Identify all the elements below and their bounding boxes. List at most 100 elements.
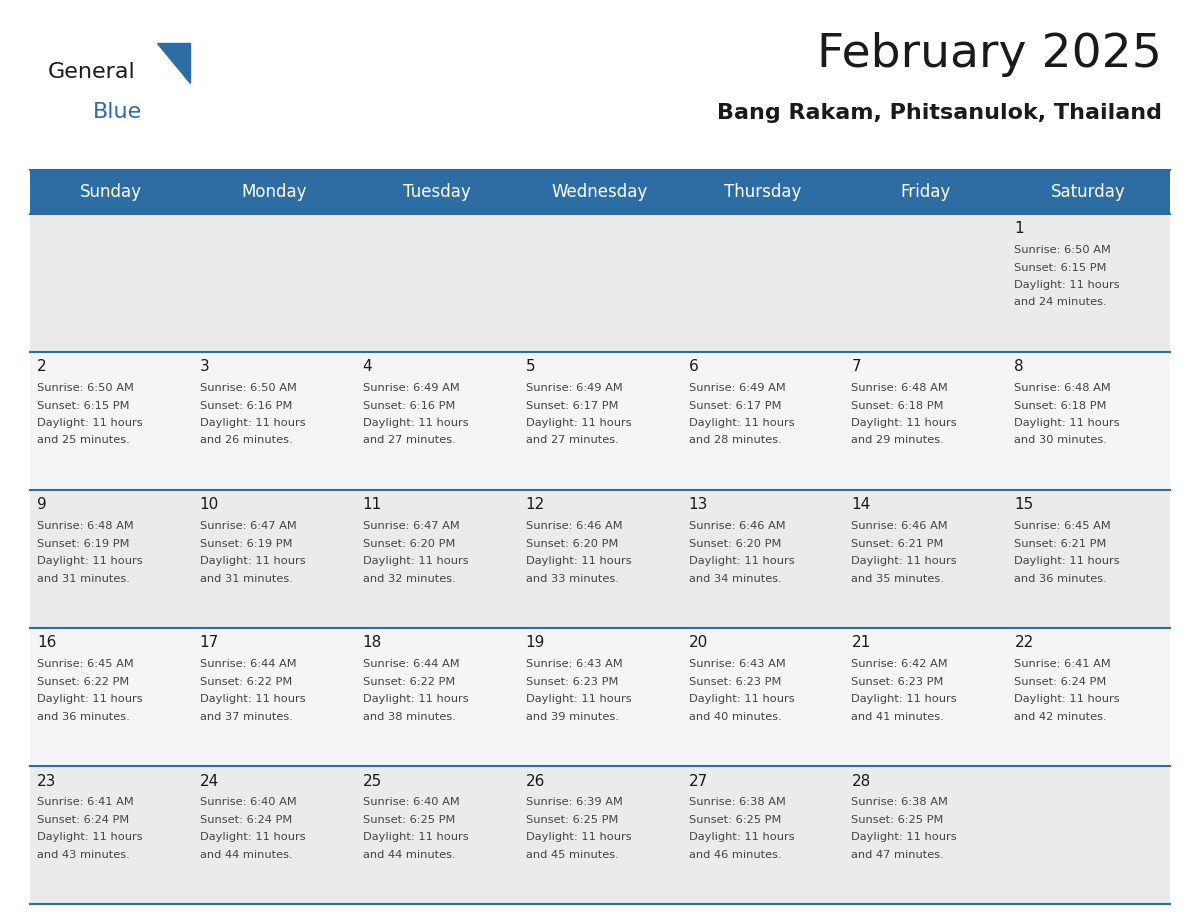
Text: Daylight: 11 hours: Daylight: 11 hours — [852, 418, 958, 428]
Bar — [355, 767, 518, 904]
Text: Daylight: 11 hours: Daylight: 11 hours — [852, 556, 958, 566]
Text: and 45 minutes.: and 45 minutes. — [525, 850, 619, 859]
Bar — [682, 352, 845, 490]
Text: and 27 minutes.: and 27 minutes. — [362, 435, 455, 445]
Text: and 44 minutes.: and 44 minutes. — [200, 850, 292, 859]
Text: Wednesday: Wednesday — [551, 183, 649, 201]
Text: Daylight: 11 hours: Daylight: 11 hours — [200, 418, 305, 428]
Bar — [518, 767, 682, 904]
Text: Sunset: 6:25 PM: Sunset: 6:25 PM — [852, 815, 943, 824]
Text: 12: 12 — [525, 498, 545, 512]
Text: Sunrise: 6:46 AM: Sunrise: 6:46 AM — [852, 521, 948, 532]
Text: Sunrise: 6:45 AM: Sunrise: 6:45 AM — [1015, 521, 1111, 532]
Text: Sunset: 6:24 PM: Sunset: 6:24 PM — [37, 815, 129, 824]
Text: Blue: Blue — [93, 102, 141, 121]
Text: and 42 minutes.: and 42 minutes. — [1015, 711, 1107, 722]
Text: and 27 minutes.: and 27 minutes. — [525, 435, 619, 445]
Text: 15: 15 — [1015, 498, 1034, 512]
Text: Sunset: 6:21 PM: Sunset: 6:21 PM — [1015, 539, 1107, 549]
Bar — [518, 214, 682, 352]
Text: Sunset: 6:17 PM: Sunset: 6:17 PM — [525, 400, 618, 410]
Text: Daylight: 11 hours: Daylight: 11 hours — [689, 556, 794, 566]
Text: Sunset: 6:21 PM: Sunset: 6:21 PM — [852, 539, 943, 549]
Text: 21: 21 — [852, 635, 871, 651]
Bar — [192, 628, 355, 767]
Text: Tuesday: Tuesday — [403, 183, 470, 201]
Text: and 36 minutes.: and 36 minutes. — [1015, 574, 1107, 584]
Text: Sunset: 6:17 PM: Sunset: 6:17 PM — [689, 400, 781, 410]
Text: Daylight: 11 hours: Daylight: 11 hours — [852, 694, 958, 704]
Text: Sunset: 6:20 PM: Sunset: 6:20 PM — [689, 539, 781, 549]
Text: 26: 26 — [525, 774, 545, 789]
Bar — [30, 767, 192, 904]
Bar — [355, 490, 518, 628]
Text: Daylight: 11 hours: Daylight: 11 hours — [525, 694, 631, 704]
Text: 24: 24 — [200, 774, 219, 789]
Text: Daylight: 11 hours: Daylight: 11 hours — [852, 833, 958, 842]
Bar — [845, 352, 1007, 490]
Text: 22: 22 — [1015, 635, 1034, 651]
Bar — [682, 767, 845, 904]
Text: Daylight: 11 hours: Daylight: 11 hours — [200, 694, 305, 704]
Text: Sunrise: 6:50 AM: Sunrise: 6:50 AM — [37, 383, 134, 393]
Text: and 29 minutes.: and 29 minutes. — [852, 435, 944, 445]
Bar — [355, 214, 518, 352]
Text: Daylight: 11 hours: Daylight: 11 hours — [200, 833, 305, 842]
Text: Sunset: 6:19 PM: Sunset: 6:19 PM — [200, 539, 292, 549]
Text: and 25 minutes.: and 25 minutes. — [37, 435, 129, 445]
Bar — [1007, 214, 1170, 352]
Text: Daylight: 11 hours: Daylight: 11 hours — [362, 833, 468, 842]
Text: Monday: Monday — [241, 183, 307, 201]
Bar — [682, 490, 845, 628]
Bar — [1007, 170, 1170, 214]
Bar — [518, 170, 682, 214]
Text: 23: 23 — [37, 774, 56, 789]
Text: Sunrise: 6:50 AM: Sunrise: 6:50 AM — [1015, 245, 1111, 255]
Text: 18: 18 — [362, 635, 381, 651]
Text: Daylight: 11 hours: Daylight: 11 hours — [525, 556, 631, 566]
Text: and 28 minutes.: and 28 minutes. — [689, 435, 782, 445]
Bar — [518, 490, 682, 628]
Text: Daylight: 11 hours: Daylight: 11 hours — [1015, 694, 1120, 704]
Text: Sunrise: 6:48 AM: Sunrise: 6:48 AM — [852, 383, 948, 393]
Text: Sunrise: 6:43 AM: Sunrise: 6:43 AM — [525, 659, 623, 669]
Text: Daylight: 11 hours: Daylight: 11 hours — [525, 418, 631, 428]
Text: 5: 5 — [525, 359, 536, 375]
Text: and 40 minutes.: and 40 minutes. — [689, 711, 782, 722]
Bar — [845, 214, 1007, 352]
Text: Sunset: 6:25 PM: Sunset: 6:25 PM — [362, 815, 455, 824]
Text: and 41 minutes.: and 41 minutes. — [852, 711, 944, 722]
Text: 27: 27 — [689, 774, 708, 789]
Bar — [845, 170, 1007, 214]
Text: and 35 minutes.: and 35 minutes. — [852, 574, 944, 584]
Text: Daylight: 11 hours: Daylight: 11 hours — [689, 418, 794, 428]
Text: General: General — [48, 62, 135, 82]
Text: Daylight: 11 hours: Daylight: 11 hours — [362, 694, 468, 704]
Text: Sunrise: 6:40 AM: Sunrise: 6:40 AM — [362, 798, 460, 807]
Text: Sunrise: 6:46 AM: Sunrise: 6:46 AM — [525, 521, 623, 532]
Text: Daylight: 11 hours: Daylight: 11 hours — [1015, 556, 1120, 566]
Text: Daylight: 11 hours: Daylight: 11 hours — [689, 694, 794, 704]
Bar — [1007, 490, 1170, 628]
Text: 14: 14 — [852, 498, 871, 512]
Text: 3: 3 — [200, 359, 209, 375]
Text: Sunset: 6:19 PM: Sunset: 6:19 PM — [37, 539, 129, 549]
Bar — [355, 352, 518, 490]
Text: Sunrise: 6:38 AM: Sunrise: 6:38 AM — [689, 798, 785, 807]
Text: Daylight: 11 hours: Daylight: 11 hours — [37, 556, 143, 566]
Text: Sunday: Sunday — [80, 183, 143, 201]
Text: Sunset: 6:24 PM: Sunset: 6:24 PM — [1015, 677, 1107, 687]
Text: Sunrise: 6:48 AM: Sunrise: 6:48 AM — [1015, 383, 1111, 393]
Text: 13: 13 — [689, 498, 708, 512]
Text: and 32 minutes.: and 32 minutes. — [362, 574, 455, 584]
Text: Sunrise: 6:48 AM: Sunrise: 6:48 AM — [37, 521, 133, 532]
Text: Sunset: 6:15 PM: Sunset: 6:15 PM — [1015, 263, 1107, 273]
Text: Sunset: 6:23 PM: Sunset: 6:23 PM — [689, 677, 781, 687]
Text: 17: 17 — [200, 635, 219, 651]
Text: and 30 minutes.: and 30 minutes. — [1015, 435, 1107, 445]
Text: 11: 11 — [362, 498, 381, 512]
Text: and 47 minutes.: and 47 minutes. — [852, 850, 944, 859]
Text: Daylight: 11 hours: Daylight: 11 hours — [362, 418, 468, 428]
Bar — [30, 628, 192, 767]
Bar — [518, 628, 682, 767]
